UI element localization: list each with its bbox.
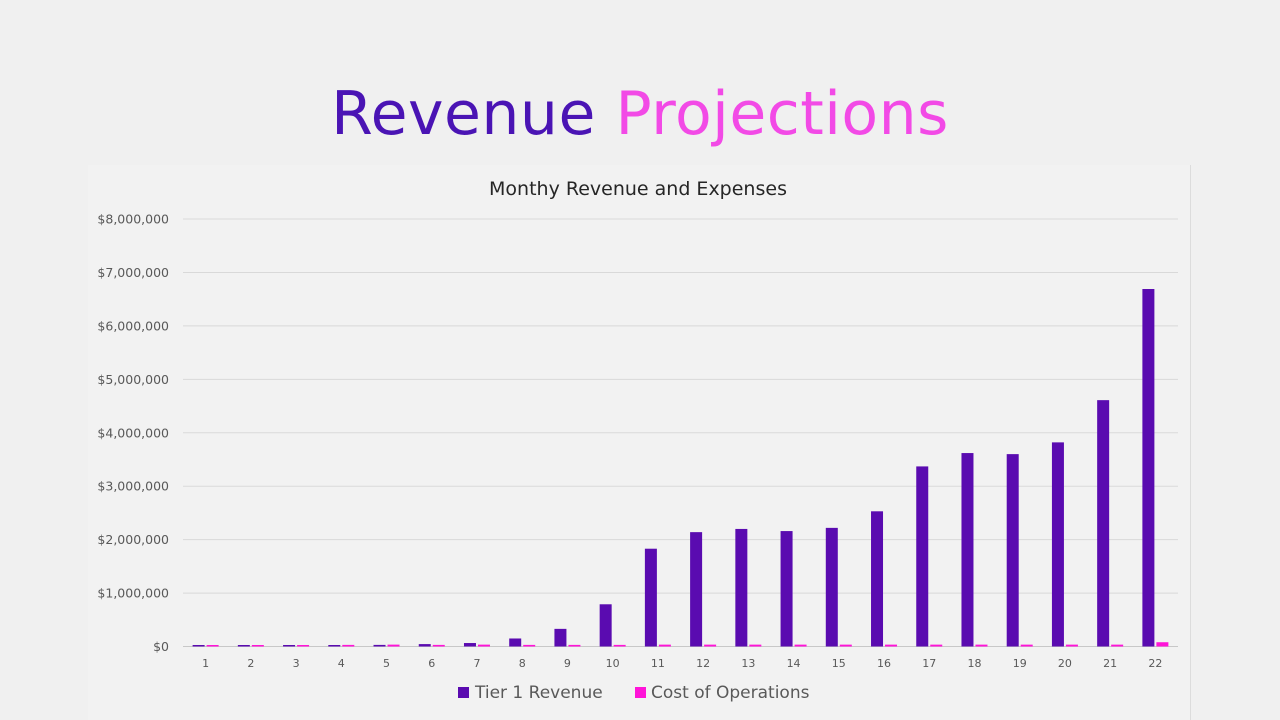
bar-revenue: [1051, 442, 1064, 647]
bar-revenue: [283, 645, 296, 647]
bar-cost: [1111, 644, 1124, 647]
bar-revenue: [825, 527, 838, 647]
x-tick-label: 8: [519, 657, 526, 670]
bar-revenue: [961, 453, 974, 647]
bar-revenue: [690, 532, 703, 647]
bar-revenue: [509, 638, 522, 647]
x-tick-label: 17: [922, 657, 936, 670]
bar-cost: [206, 645, 219, 647]
bar-revenue: [780, 531, 793, 647]
bar-cost: [930, 644, 943, 647]
x-tick-label: 20: [1058, 657, 1072, 670]
x-tick-label: 4: [338, 657, 345, 670]
bar-revenue: [1142, 289, 1155, 647]
bar-cost: [1020, 644, 1033, 647]
bar-cost: [568, 644, 581, 647]
y-tick-label: $8,000,000: [97, 212, 169, 227]
x-tick-label: 6: [428, 657, 435, 670]
bar-revenue: [192, 645, 205, 647]
bar-revenue: [328, 645, 341, 647]
x-tick-label: 11: [651, 657, 665, 670]
x-tick-label: 2: [247, 657, 254, 670]
bar-revenue: [735, 528, 748, 647]
bar-cost: [704, 644, 717, 647]
bar-revenue: [373, 644, 386, 647]
x-tick-label: 16: [877, 657, 891, 670]
bar-revenue: [1097, 400, 1110, 647]
legend-swatch: [635, 687, 646, 698]
x-tick-label: 13: [741, 657, 755, 670]
bars: [192, 289, 1169, 647]
bar-cost: [387, 644, 400, 647]
x-tick-label: 9: [564, 657, 571, 670]
x-tick-label: 10: [606, 657, 620, 670]
x-tick-label: 21: [1103, 657, 1117, 670]
bar-revenue: [463, 643, 476, 647]
bar-revenue: [418, 644, 431, 647]
bar-cost: [794, 644, 807, 647]
slide-title-word-2: Projections: [615, 79, 949, 149]
bar-cost: [1065, 644, 1078, 647]
bar-revenue: [599, 604, 612, 647]
bar-cost: [251, 645, 264, 647]
bar-cost: [613, 644, 626, 647]
gridlines: [183, 218, 1178, 647]
y-tick-label: $3,000,000: [97, 479, 169, 494]
y-tick-label: $6,000,000: [97, 318, 169, 333]
x-tick-label: 15: [832, 657, 846, 670]
y-tick-label: $0: [153, 639, 169, 654]
bar-cost: [477, 644, 490, 647]
y-tick-label: $1,000,000: [97, 586, 169, 601]
bar-revenue: [237, 645, 250, 647]
y-axis-ticks: $0 $1,000,000 $2,000,000 $3,000,000 $4,000,0…: [97, 212, 169, 655]
y-tick-label: $5,000,000: [97, 372, 169, 387]
x-tick-label: 14: [787, 657, 801, 670]
bar-cost: [1156, 642, 1169, 647]
x-tick-label: 18: [967, 657, 981, 670]
x-tick-label: 12: [696, 657, 710, 670]
bar-cost: [432, 644, 445, 647]
x-tick-label: 7: [473, 657, 480, 670]
bar-revenue: [1006, 454, 1019, 647]
bar-revenue: [554, 628, 567, 647]
bar-cost: [749, 644, 762, 647]
y-tick-label: $4,000,000: [97, 425, 169, 440]
bar-revenue: [916, 466, 929, 647]
bar-cost: [658, 644, 671, 647]
x-tick-label: 3: [293, 657, 300, 670]
bar-revenue: [871, 511, 884, 647]
x-tick-label: 22: [1148, 657, 1162, 670]
chart-title: Monthy Revenue and Expenses: [489, 178, 787, 200]
x-tick-label: 1: [202, 657, 209, 670]
legend-swatch: [458, 687, 469, 698]
bar-cost: [885, 644, 898, 647]
legend-label: Tier 1 Revenue: [474, 683, 603, 703]
bar-cost: [975, 644, 988, 647]
x-axis-ticks: 1 2 3 4 5 6 7 8 9 10 11 12 13 14 15 16 17 18 19 20 21 22: [202, 657, 1162, 670]
bar-cost: [523, 644, 536, 647]
y-tick-label: $7,000,000: [97, 265, 169, 280]
y-tick-label: $2,000,000: [97, 532, 169, 547]
legend: Tier 1 Revenue Cost of Operations: [458, 683, 810, 703]
bar-cost: [297, 645, 310, 647]
bar-revenue: [644, 548, 657, 647]
legend-label: Cost of Operations: [651, 683, 810, 703]
bar-cost: [839, 644, 852, 647]
x-tick-label: 5: [383, 657, 390, 670]
bar-cost: [342, 644, 355, 647]
slide-title-word-1: Revenue: [331, 79, 596, 149]
x-tick-label: 19: [1013, 657, 1027, 670]
slide-title: Revenue Projections: [0, 76, 1280, 152]
